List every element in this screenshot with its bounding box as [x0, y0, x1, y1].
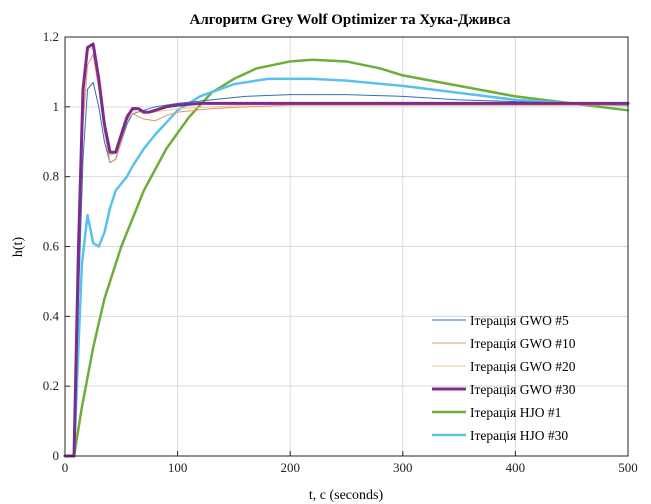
grid-lines [65, 37, 628, 456]
y-tick-label: 1 [53, 99, 60, 114]
series-line-5 [63, 58, 630, 458]
legend-item-label: Ітерація GWO #5 [470, 313, 569, 328]
legend-item-label: Ітерація GWO #20 [470, 359, 576, 374]
x-tick-label: 100 [168, 460, 188, 475]
series-layer [63, 42, 630, 458]
axis-ticks: 0 100 200 300 400 500 0 0.2 0.4 0.6 0.8 1 1.2 [43, 29, 638, 475]
legend-item-label: Ітерація HJO #30 [470, 428, 568, 443]
y-axis-label: h(t) [11, 237, 26, 258]
legend-item-label: Ітерація GWO #10 [470, 336, 576, 351]
x-tick-label: 0 [62, 460, 69, 475]
x-tick-label: 400 [506, 460, 526, 475]
x-axis-label: t, c (seconds) [309, 488, 384, 503]
y-tick-label: 1.2 [43, 29, 59, 44]
legend-item-label: Ітерація HJO #1 [470, 405, 561, 420]
y-tick-label: 0.2 [43, 378, 59, 393]
legend-item-label: Ітерація GWO #30 [470, 382, 576, 397]
y-tick-label: 0 [53, 448, 60, 463]
series-line-1 [64, 81, 629, 457]
series-line-4 [63, 42, 630, 458]
x-tick-label: 200 [280, 460, 300, 475]
chart-title: Алгоритм Grey Wolf Optimizer та Хука-Джи… [189, 12, 511, 28]
y-tick-label: 0.6 [43, 239, 60, 254]
x-tick-label: 300 [393, 460, 413, 475]
y-tick-label: 0.8 [43, 169, 59, 184]
legend: Ітерація GWO #5 Ітерація GWO #10 Ітерація … [432, 313, 576, 443]
x-tick-label: 500 [618, 460, 638, 475]
y-tick-label: 0.4 [43, 308, 60, 323]
series-line-2 [64, 53, 629, 457]
series-line-6 [63, 77, 630, 458]
